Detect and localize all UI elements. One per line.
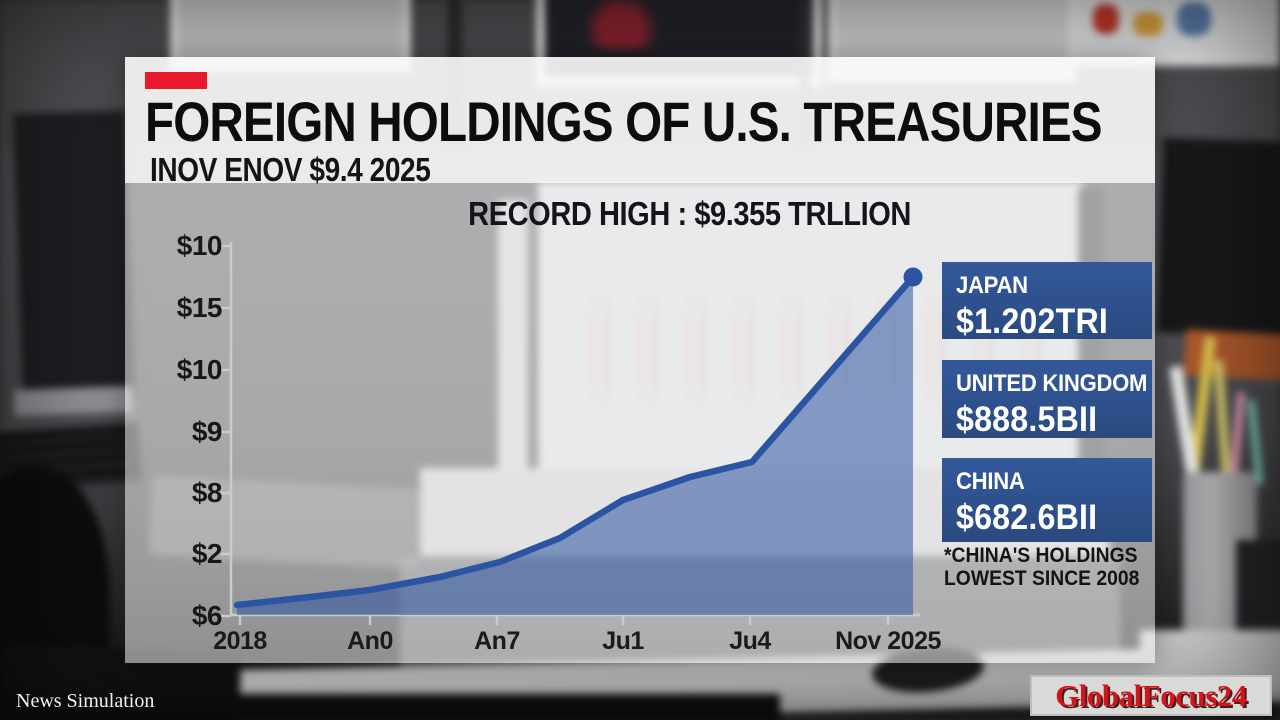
y-axis-label: $10 xyxy=(176,230,223,261)
legend-country-label: JAPAN xyxy=(956,272,1152,300)
y-axis-label: $8 xyxy=(191,477,223,508)
page-subtitle-text: INOV ENOV $9.4 2025 xyxy=(150,151,431,188)
page-title: FOREIGN HOLDINGS OF U.S. TREASURIES xyxy=(145,93,1271,151)
area-fill xyxy=(237,277,913,615)
page-subtitle: INOV ENOV $9.4 2025 xyxy=(150,153,480,187)
legend-item-japan: JAPAN $1.202TRI xyxy=(942,262,1152,342)
treasury-area-chart xyxy=(221,242,923,625)
legend-value-text: $1.202TRI xyxy=(956,302,1109,341)
legend-value-text: $682.6BII xyxy=(956,498,1098,537)
channel-logo-text: GlobalFocus24 xyxy=(1055,677,1247,713)
endpoint-marker xyxy=(903,267,923,287)
whiteboard-sketch xyxy=(1177,2,1211,36)
monitor-right xyxy=(1156,137,1280,338)
legend-country-label: CHINA xyxy=(956,468,1152,496)
trend-line xyxy=(233,273,917,609)
legend-country-text: UNITED KINGDOM xyxy=(956,370,1148,397)
x-axis-label: 2018 xyxy=(213,627,267,655)
frame-artwork xyxy=(585,0,675,49)
y-axis-label: $10 xyxy=(176,354,223,385)
y-axis-label: $6 xyxy=(191,600,223,631)
x-axis-label: Ju4 xyxy=(729,627,771,655)
shelf-box xyxy=(1183,329,1280,381)
channel-logo: GlobalFocus24 xyxy=(1030,675,1272,716)
legend-value-label: $1.202TRI xyxy=(956,302,1152,342)
legend-country-label: UNITED KINGDOM xyxy=(956,370,1152,398)
legend-country-text: JAPAN xyxy=(956,272,1028,299)
x-axis-label: Ju1 xyxy=(602,627,644,655)
legend-item-china: CHINA $682.6BII xyxy=(942,458,1152,542)
x-axis-label: An0 xyxy=(347,627,393,655)
legend-country-text: CHINA xyxy=(956,468,1025,495)
x-axis-labels: 2018 An0 An7 Ju1 Ju4 Nov 2025 xyxy=(213,627,941,661)
page-title-text: FOREIGN HOLDINGS OF U.S. TREASURIES xyxy=(145,90,1103,153)
watermark-label: News Simulation xyxy=(16,690,155,712)
panel-header xyxy=(125,57,1155,183)
y-axis-label: $9 xyxy=(191,416,223,447)
monitor-left-stand xyxy=(13,385,133,417)
legend-value-text: $888.5BII xyxy=(956,400,1098,439)
red-accent-bar xyxy=(145,72,207,89)
y-axis-label: $15 xyxy=(176,292,223,323)
x-axis-label: An7 xyxy=(474,627,520,655)
monitor-left xyxy=(13,110,135,402)
whiteboard-sketch xyxy=(1093,4,1119,34)
infographic-panel: FOREIGN HOLDINGS OF U.S. TREASURIES INOV… xyxy=(125,57,1155,663)
chart-title-text: RECORD HIGH : $9.355 TRLLION xyxy=(468,195,912,232)
whiteboard-sketch xyxy=(1133,12,1163,36)
china-footnote-line1: *CHINA'S HOLDINGS xyxy=(944,544,1138,567)
x-axis-label: Nov 2025 xyxy=(835,627,941,655)
legend-item-united-kingdom: UNITED KINGDOM $888.5BII xyxy=(942,360,1152,440)
whiteboard xyxy=(1075,0,1280,66)
legend-value-label: $682.6BII xyxy=(956,498,1152,538)
china-footnote-line2: LOWEST SINCE 2008 xyxy=(944,567,1140,590)
y-axis-label: $2 xyxy=(191,538,223,569)
chart-title: RECORD HIGH : $9.355 TRLLION xyxy=(340,195,1040,233)
y-axis-labels: $10 $15 $10 $9 $8 $2 $6 xyxy=(137,230,223,631)
china-footnote: *CHINA'S HOLDINGS LOWEST SINCE 2008 xyxy=(944,544,1154,590)
legend-value-label: $888.5BII xyxy=(956,400,1152,440)
floor-shadow xyxy=(0,694,780,720)
